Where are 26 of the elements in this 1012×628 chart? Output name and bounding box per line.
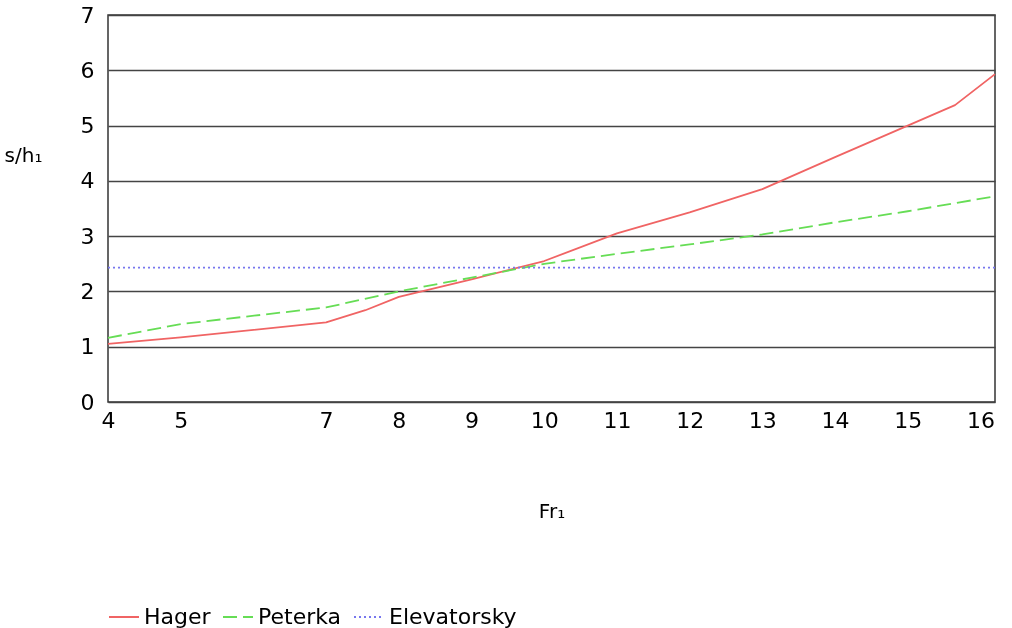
y-tick-label: 6 <box>80 57 95 83</box>
legend-label: Peterka <box>258 604 342 628</box>
line-series <box>107 73 996 345</box>
y-tick-label: 2 <box>80 278 95 304</box>
x-tick-label: 10 <box>530 407 559 433</box>
x-tick-label: 12 <box>676 407 705 433</box>
x-axis-title: Fr₁ <box>538 498 566 523</box>
y-tick-label: 3 <box>80 223 95 249</box>
legend-label: Hager <box>144 604 212 628</box>
x-tick-label: 11 <box>603 407 632 433</box>
legend-label: Elevatorsky <box>389 604 517 628</box>
x-tick-label: 9 <box>465 407 480 433</box>
x-tick-label: 5 <box>174 407 189 433</box>
x-tick-label: 13 <box>748 407 777 433</box>
x-tick-label: 14 <box>821 407 850 433</box>
x-tick-label: 7 <box>319 407 334 433</box>
y-tick-label: 7 <box>80 2 95 28</box>
y-tick-label: 1 <box>80 334 95 360</box>
y-tick-label: 5 <box>80 113 95 139</box>
x-tick-label: 16 <box>966 407 995 433</box>
y-axis-title: s/h₁ <box>4 142 43 167</box>
y-tick-label: 4 <box>80 168 95 194</box>
x-tick-label: 4 <box>101 407 116 433</box>
x-tick-label: 15 <box>894 407 923 433</box>
x-tick-label: 8 <box>392 407 407 433</box>
y-tick-label: 0 <box>80 389 95 415</box>
